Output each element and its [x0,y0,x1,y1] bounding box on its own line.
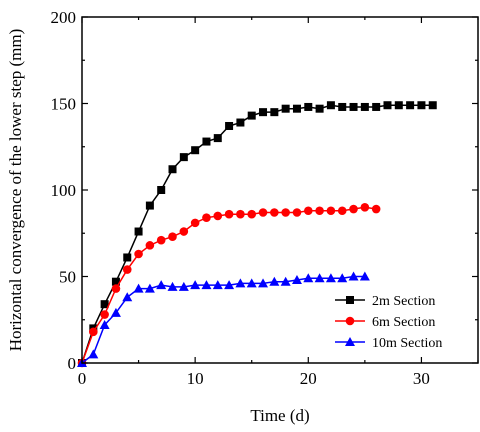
data-point [135,228,143,236]
data-point [395,101,403,109]
legend: 2m Section 6m Section 10m Section [335,294,442,351]
y-axis-title: Horizontal convergence of the lower step… [6,29,25,352]
data-point [270,208,279,217]
data-point [429,101,437,109]
legend-marker [346,296,354,304]
data-point [372,103,380,111]
data-point [304,206,313,215]
data-point [327,101,335,109]
legend-label: 10m Section [372,336,442,351]
data-point [168,232,177,241]
data-point [315,206,324,215]
y-tick-label: 100 [51,181,77,200]
data-point [89,328,98,337]
axis-ticks [82,17,478,363]
legend-marker [346,317,355,326]
data-point [156,280,166,289]
data-point [236,210,245,219]
x-tick-label: 0 [78,369,87,388]
plot-frame [82,17,478,363]
data-point [157,186,165,194]
legend-item: 6m Section [335,315,435,330]
data-point [191,146,199,154]
data-point [157,236,166,245]
data-point [372,205,381,214]
data-point [180,227,189,236]
data-point [88,349,98,358]
data-point [191,219,200,228]
data-point [406,101,414,109]
data-point [293,208,302,217]
data-point [134,250,143,259]
series-3 [77,272,370,368]
data-point [180,153,188,161]
data-point [281,208,290,217]
data-point [259,208,268,217]
data-point [316,105,324,113]
data-point [248,112,256,120]
legend-label: 6m Section [372,315,435,330]
data-point [247,210,256,219]
data-point [361,103,369,111]
y-tick-label: 50 [59,268,76,287]
y-tick-label: 0 [68,354,77,373]
data-point [123,265,132,274]
data-point [202,213,211,222]
legend-item: 10m Section [335,336,442,351]
data-point [213,212,222,221]
x-tick-label: 20 [300,369,317,388]
data-point [327,206,336,215]
data-point [202,138,210,146]
data-point [169,165,177,173]
data-point [100,310,109,319]
data-point [304,103,312,111]
data-point [383,101,391,109]
data-point [146,202,154,210]
y-tick-label: 150 [51,95,77,114]
legend-item: 2m Section [335,294,435,309]
data-point [123,253,131,261]
data-point [112,284,121,293]
data-point [293,105,301,113]
data-point [417,101,425,109]
x-axis-title: Time (d) [250,406,309,425]
x-tick-label: 10 [187,369,204,388]
data-point [282,105,290,113]
data-point [350,103,358,111]
legend-label: 2m Section [372,294,435,309]
data-point [270,108,278,116]
data-point [225,122,233,130]
data-point [349,205,358,214]
data-point [361,203,370,212]
data-point [122,292,132,301]
data-point [259,108,267,116]
data-point [146,241,155,250]
data-point [338,103,346,111]
data-point [225,210,234,219]
data-point [214,134,222,142]
data-point [236,119,244,127]
series-line [82,277,365,364]
y-tick-label: 200 [51,8,77,27]
x-tick-label: 30 [413,369,430,388]
data-point [338,206,347,215]
tick-labels: 0 10 20 30 0 50 100 150 200 [51,8,430,388]
